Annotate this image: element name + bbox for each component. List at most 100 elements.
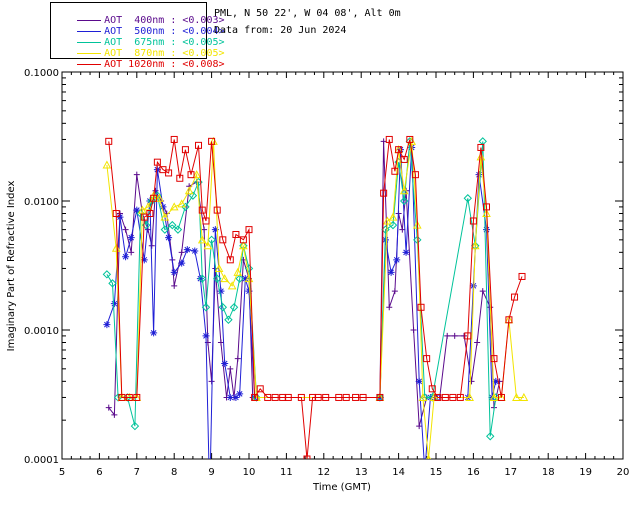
- data-point: [177, 199, 187, 208]
- data-point: [239, 236, 247, 244]
- data-point: [421, 468, 428, 475]
- data-point: [489, 392, 499, 401]
- data-point: [178, 249, 185, 256]
- data-point: [314, 393, 322, 401]
- data-point: [160, 225, 170, 234]
- data-point: [169, 202, 179, 211]
- series-3: [102, 136, 529, 459]
- data-point: [213, 206, 221, 214]
- x-tick-label: 5: [59, 467, 65, 478]
- data-point: [110, 300, 118, 308]
- series-1: [103, 143, 500, 475]
- data-point: [463, 194, 472, 203]
- data-point: [251, 393, 259, 401]
- data-point: [192, 170, 201, 179]
- data-point: [385, 135, 393, 143]
- series-line: [108, 139, 523, 459]
- legend-swatch: [77, 41, 102, 43]
- data-point: [196, 275, 204, 283]
- data-point: [150, 194, 158, 202]
- data-point: [241, 275, 249, 283]
- data-point: [423, 355, 431, 363]
- data-point: [226, 256, 234, 264]
- data-point: [146, 197, 154, 205]
- data-point: [122, 226, 129, 233]
- data-point: [203, 241, 213, 250]
- data-point: [136, 209, 145, 218]
- data-point: [429, 392, 439, 401]
- data-point: [399, 226, 406, 233]
- data-point: [103, 321, 111, 329]
- series-line: [106, 141, 497, 437]
- data-point: [207, 235, 216, 245]
- data-point: [188, 191, 198, 200]
- data-point: [245, 226, 253, 234]
- data-point: [359, 393, 367, 401]
- data-point: [402, 248, 410, 256]
- legend-swatch: [77, 52, 102, 54]
- data-point: [376, 393, 384, 401]
- series-layer: [102, 135, 529, 475]
- data-point: [413, 235, 422, 245]
- data-point: [418, 392, 428, 401]
- data-point: [233, 267, 243, 276]
- x-axis: 5 6 7 8 9 10 11 12 13 14 15 16 17 18 19 20: [59, 72, 630, 478]
- legend-label: AOT 400nm : <0.003>: [104, 15, 225, 26]
- data-point: [400, 155, 408, 163]
- data-point: [428, 385, 436, 393]
- legend-label: AOT 500nm : <0.004>: [104, 26, 225, 37]
- data-point: [490, 355, 498, 363]
- x-tick-label: 15: [430, 467, 443, 478]
- data-point: [380, 189, 388, 197]
- data-point: [444, 332, 451, 339]
- data-point: [388, 212, 398, 221]
- data-point: [406, 135, 414, 143]
- data-point: [116, 213, 124, 221]
- data-point: [128, 249, 135, 256]
- data-point: [342, 393, 350, 401]
- x-tick-label: 13: [355, 467, 368, 478]
- data-point: [165, 234, 173, 242]
- data-point: [475, 171, 483, 179]
- x-tick-label: 11: [280, 467, 293, 478]
- data-point: [105, 404, 112, 411]
- data-point: [122, 253, 130, 261]
- series-line: [108, 141, 501, 427]
- data-point: [335, 393, 343, 401]
- series-0: [105, 138, 503, 430]
- legend-item-870nm: AOT 870nm : <0.005>: [53, 37, 225, 59]
- data-point: [105, 137, 113, 145]
- x-tick-label: 19: [579, 467, 592, 478]
- series-4: [105, 135, 526, 459]
- data-point: [451, 332, 458, 339]
- data-date: Data from: 20 Jun 2024: [214, 25, 347, 36]
- data-point: [133, 171, 140, 178]
- data-point: [127, 234, 135, 242]
- data-point: [474, 339, 481, 346]
- data-point: [178, 259, 186, 267]
- data-point: [470, 241, 480, 250]
- data-point: [468, 378, 475, 385]
- y-tick-label: 0.0100: [24, 197, 59, 208]
- data-point: [426, 454, 431, 459]
- data-point: [322, 393, 330, 401]
- data-point: [202, 217, 210, 225]
- legend-item-500nm: AOT 500nm : <0.004>: [53, 15, 225, 37]
- y-tick-label: 0.0001: [24, 455, 59, 466]
- data-point: [417, 303, 425, 311]
- legend-swatch: [77, 19, 102, 21]
- data-point: [133, 393, 141, 401]
- legend-swatch: [77, 30, 102, 32]
- data-point: [153, 158, 161, 166]
- data-point: [181, 202, 190, 212]
- series-line: [106, 147, 497, 459]
- x-tick-label: 20: [617, 467, 630, 478]
- data-point: [239, 241, 248, 250]
- x-tick-label: 16: [467, 467, 480, 478]
- legend: AOT 400nm : <0.003> AOT 500nm : <0.004> …: [50, 2, 225, 70]
- data-point: [449, 393, 457, 401]
- data-point: [213, 274, 222, 283]
- data-point: [171, 282, 178, 289]
- data-point: [234, 355, 241, 362]
